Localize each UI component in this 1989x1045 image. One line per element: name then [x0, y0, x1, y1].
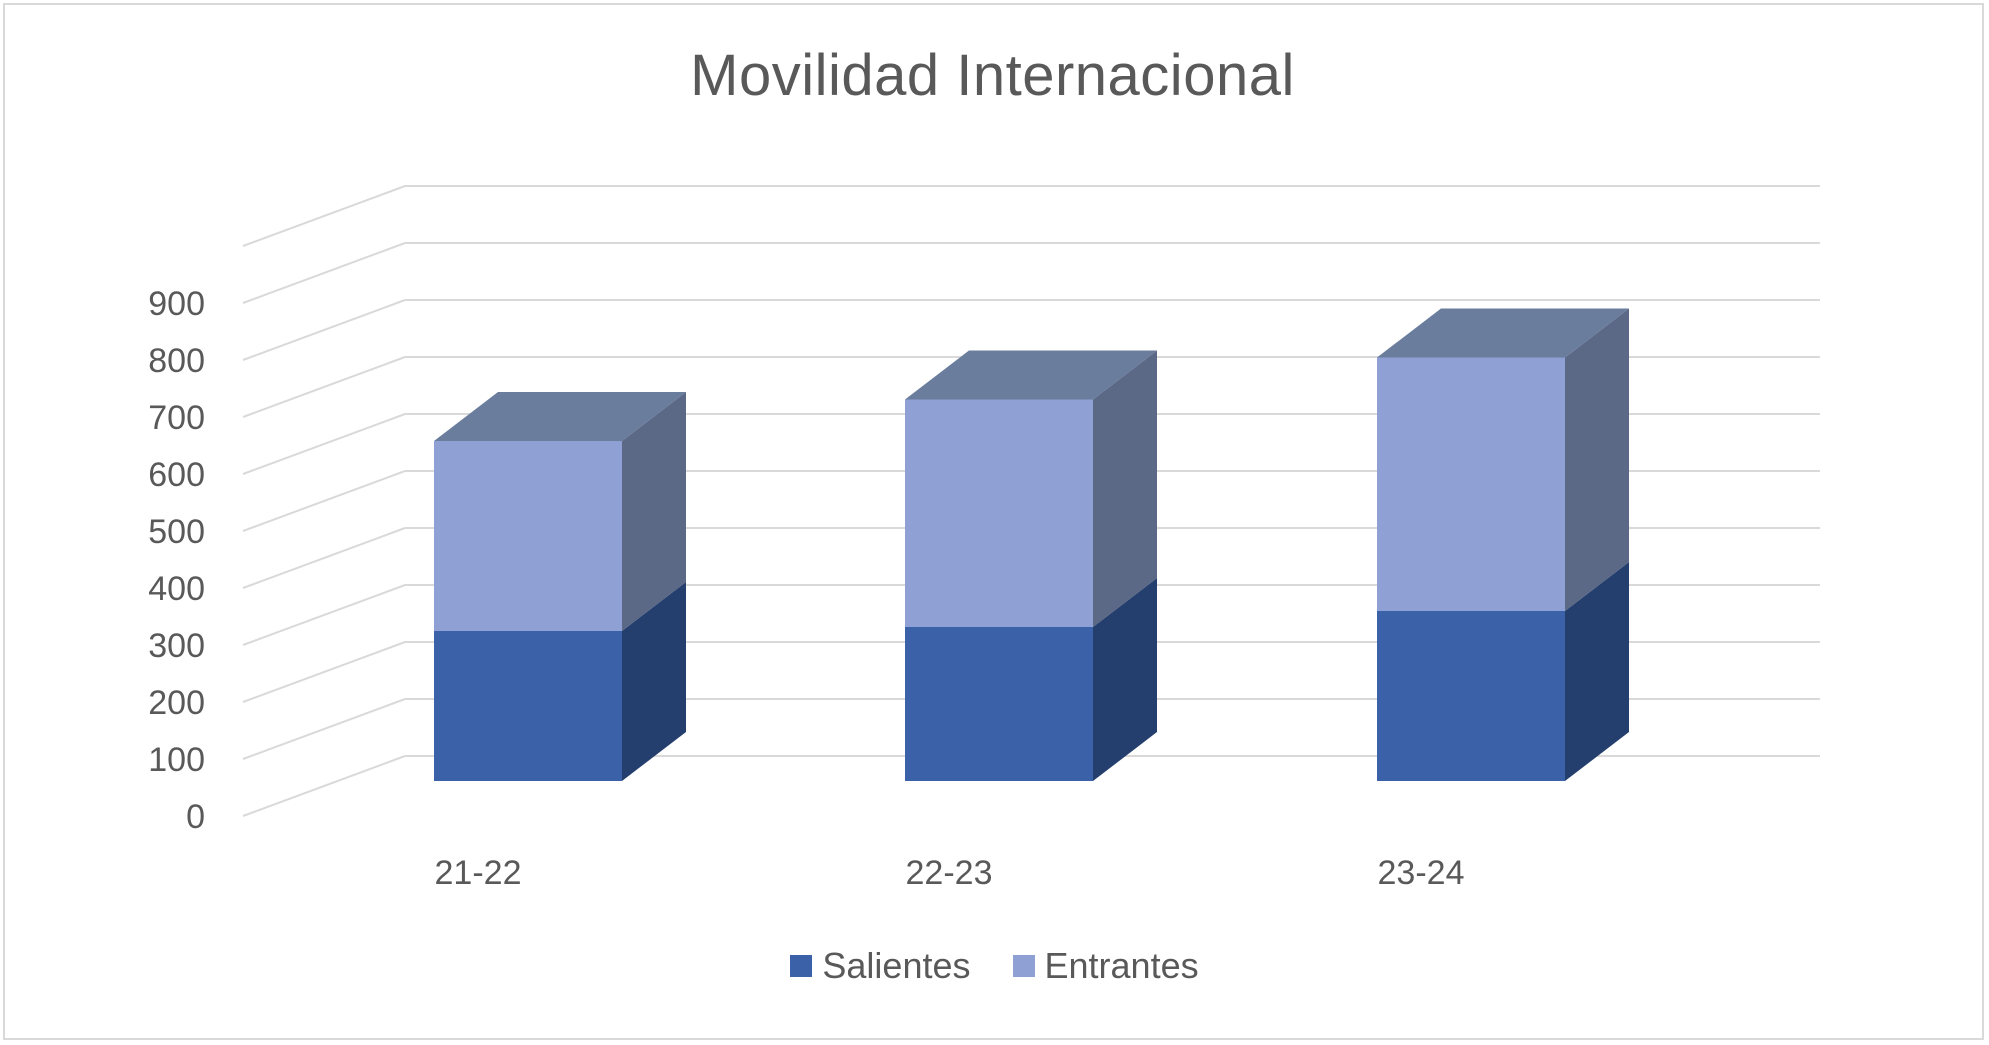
legend-label-salientes: Salientes — [822, 945, 971, 986]
y-tick-label: 700 — [148, 399, 205, 437]
x-tick-labels: 21-22 22-23 23-24 — [435, 854, 1465, 892]
bar-front-entrantes — [434, 441, 622, 631]
legend: Salientes Entrantes — [0, 945, 1989, 987]
y-tick-label: 900 — [148, 285, 205, 323]
x-tick-label: 23-24 — [1378, 854, 1465, 892]
gridline-side — [242, 755, 406, 817]
gridline-side — [242, 641, 406, 703]
bar-front-entrantes — [1377, 357, 1565, 611]
gridline-side — [242, 413, 406, 475]
bar-side-salientes — [1565, 562, 1629, 781]
chart-title: Movilidad Internacional — [690, 43, 1295, 108]
x-tick-label: 22-23 — [906, 854, 993, 892]
bar-front-entrantes — [905, 399, 1093, 627]
bars-layer — [434, 308, 1629, 781]
y-tick-label: 400 — [148, 570, 205, 608]
bar-top — [905, 350, 1157, 400]
legend-item-entrantes: Entrantes — [1012, 945, 1199, 987]
legend-item-salientes: Salientes — [790, 945, 971, 987]
y-tick-label: 800 — [148, 342, 205, 380]
y-tick-label: 200 — [148, 684, 205, 722]
y-tick-label: 100 — [148, 741, 205, 779]
x-tick-label: 21-22 — [435, 854, 522, 892]
y-tick-label: 600 — [148, 456, 205, 494]
legend-swatch-entrantes — [1012, 955, 1035, 977]
gridline-side — [242, 356, 406, 418]
y-tick-label: 300 — [148, 627, 205, 665]
y-tick-label: 0 — [186, 798, 205, 836]
bar-front-salientes — [434, 631, 622, 781]
bar-side-entrantes — [1565, 308, 1629, 611]
gridline-side — [242, 527, 406, 589]
y-tick-label: 500 — [148, 513, 205, 551]
y-tick-labels: 0 100 200 300 400 500 600 700 800 900 — [148, 285, 205, 836]
gridline-side — [242, 470, 406, 532]
bar-front-salientes — [905, 627, 1093, 781]
bar-side-entrantes — [1093, 350, 1157, 627]
gridline-side — [242, 185, 406, 247]
gridline-side — [242, 242, 406, 304]
bar-front-salientes — [1377, 611, 1565, 781]
legend-label-entrantes: Entrantes — [1044, 945, 1199, 986]
gridline-side — [242, 299, 406, 361]
legend-swatch-salientes — [790, 955, 813, 977]
bar-side-entrantes — [622, 392, 686, 631]
bar-side-salientes — [622, 582, 686, 781]
gridline-side — [242, 698, 406, 760]
bar-top — [1377, 308, 1629, 358]
gridline-side — [242, 584, 406, 646]
bar-side-salientes — [1093, 578, 1157, 781]
bar-top — [434, 392, 686, 441]
